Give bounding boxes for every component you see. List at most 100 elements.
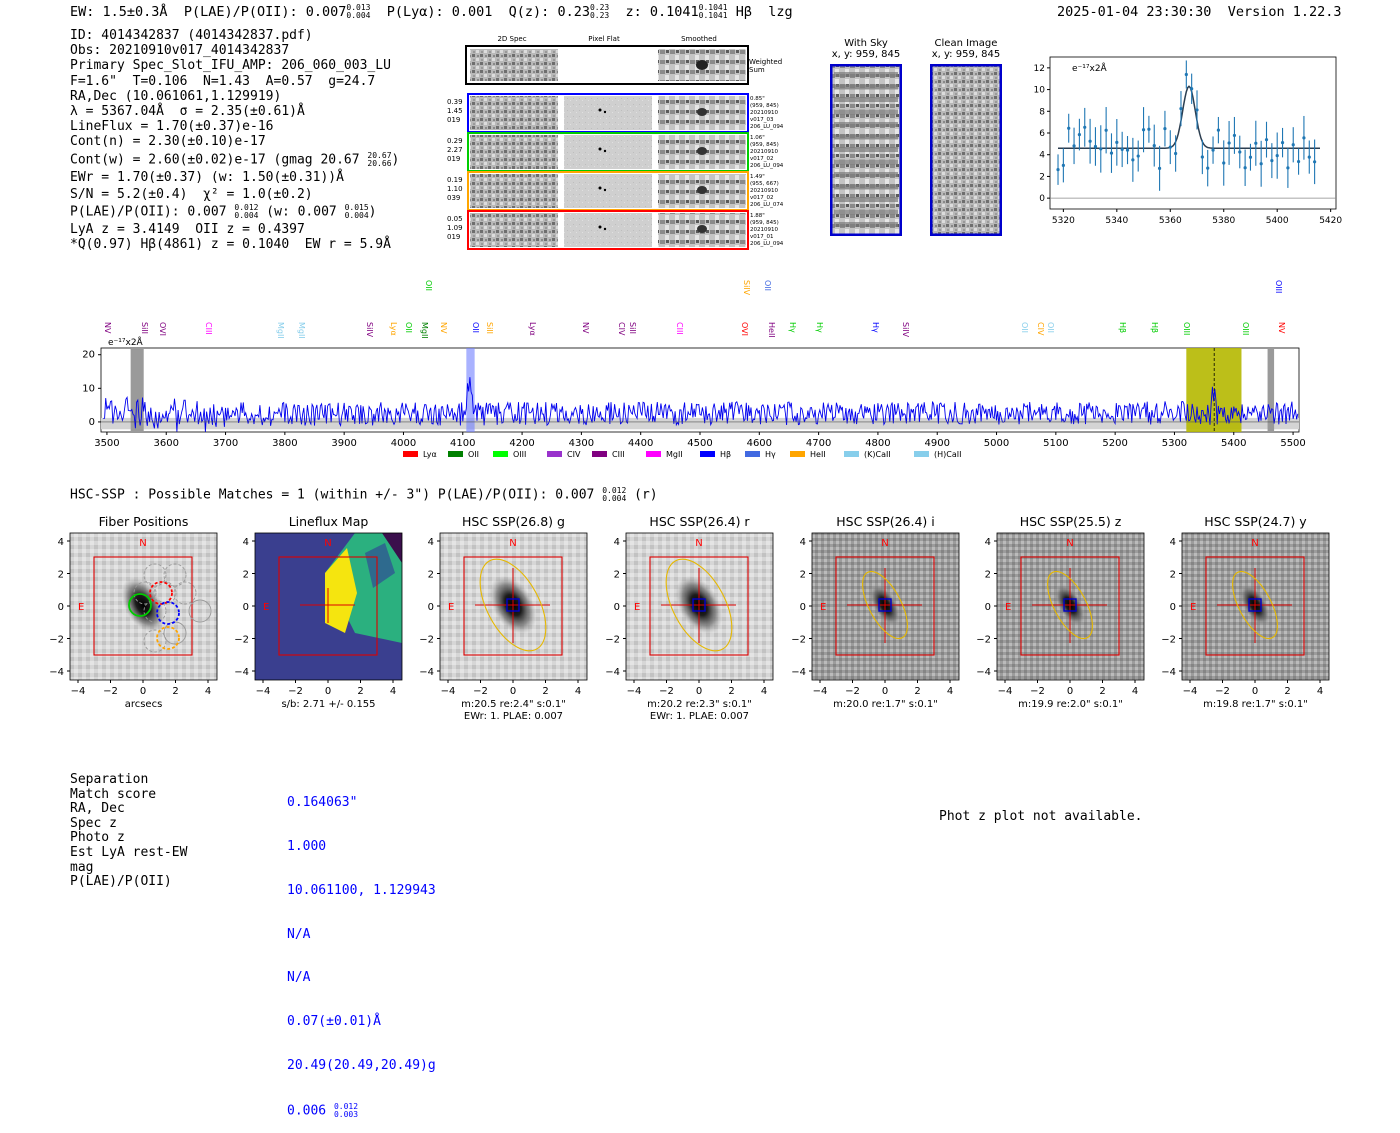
zoom-point bbox=[1099, 147, 1103, 151]
zoom-point bbox=[1109, 151, 1114, 155]
line-label: CIII bbox=[675, 322, 684, 335]
zoom-point bbox=[1152, 143, 1156, 148]
hsc-xtick: 4 bbox=[1317, 686, 1323, 697]
cutout-2d-spec bbox=[470, 213, 558, 247]
zoom-point bbox=[1067, 126, 1071, 130]
line-label-top: SiIV bbox=[742, 280, 751, 296]
legend-swatch bbox=[844, 451, 859, 457]
legend-swatch bbox=[493, 451, 508, 457]
ew-value: EW: 1.5±0.3 bbox=[70, 4, 160, 20]
cutout-col-title: Pixel Flat bbox=[588, 35, 620, 43]
sky-stripe bbox=[834, 209, 898, 215]
cutout-row-frame bbox=[467, 210, 749, 250]
line-highlight bbox=[466, 348, 475, 432]
cutout-right-label: 20210910 bbox=[750, 110, 778, 116]
cutout-right-label: v017_02 bbox=[750, 156, 774, 162]
hsc-xtick: 0 bbox=[696, 686, 702, 697]
hsc-ytick: 2 bbox=[58, 570, 64, 581]
zoom-point bbox=[1259, 162, 1263, 166]
legend-label: MgII bbox=[666, 450, 683, 459]
cutout-right-label: v017_03 bbox=[750, 117, 774, 123]
legend-label: Lyα bbox=[423, 450, 437, 459]
zoom-point bbox=[1302, 136, 1306, 140]
hsc-xtick: 2 bbox=[1284, 686, 1290, 697]
hsc-xtick: 4 bbox=[761, 686, 767, 697]
hsc-ytick: 0 bbox=[428, 602, 434, 613]
compass-n: N bbox=[509, 538, 516, 549]
legend-item: OII bbox=[448, 450, 479, 459]
aperture-box bbox=[835, 556, 935, 656]
lineflux-map-region bbox=[382, 533, 402, 563]
line-label: MgII bbox=[420, 322, 429, 339]
fiber-circle bbox=[163, 563, 187, 587]
compass-n: N bbox=[1251, 538, 1258, 549]
hsc-panel-title: HSC SSP(26.4) r bbox=[649, 514, 750, 529]
cutout-left-label: 039 bbox=[447, 194, 460, 202]
header-summary: EW: 1.5±0.3Å P(LAE)/P(OII): 0.007 0.013 0.… bbox=[70, 3, 793, 21]
legend-item: Hγ bbox=[745, 450, 776, 459]
smoothed-source bbox=[697, 108, 707, 116]
compass-e: E bbox=[263, 602, 269, 613]
sky-stripe bbox=[834, 134, 898, 140]
line-label: SiII bbox=[485, 322, 494, 334]
hsc-ytick: −2 bbox=[605, 635, 620, 646]
hsc-xtick: −4 bbox=[71, 686, 86, 697]
compass-n: N bbox=[695, 538, 702, 549]
line-label: NV bbox=[581, 322, 590, 334]
version: Version 1.22.3 bbox=[1227, 4, 1342, 20]
full-ytick: 0 bbox=[89, 417, 95, 428]
zoom-point bbox=[1104, 128, 1108, 132]
hsc-ytick: 2 bbox=[614, 570, 620, 581]
zoom-ytick: 12 bbox=[1034, 64, 1045, 74]
cutout-pixel-flat bbox=[564, 135, 652, 169]
info-lambda: λ = 5367.04Å σ = 2.35(±0.61)Å bbox=[70, 104, 305, 120]
zoom-point bbox=[1163, 127, 1167, 131]
zoom-point bbox=[1222, 161, 1226, 165]
hsc-caption: m:20.2 re:2.3" s:0.1" bbox=[647, 699, 752, 710]
hsc-ytick: 4 bbox=[985, 537, 991, 548]
fiber-box bbox=[878, 598, 892, 612]
hsc-ytick: −4 bbox=[50, 667, 64, 678]
full-xtick: 4800 bbox=[865, 438, 890, 449]
full-xtick: 4400 bbox=[628, 438, 653, 449]
info-lineflux: LineFlux = 1.70(±0.37)e-16 bbox=[70, 119, 274, 135]
fiber-circle bbox=[143, 563, 167, 587]
compass-e: E bbox=[820, 602, 826, 613]
hsc-xtick: −4 bbox=[1183, 686, 1198, 697]
legend-swatch bbox=[547, 451, 562, 457]
hsc-xtick: 2 bbox=[357, 686, 363, 697]
fit-ellipse bbox=[1047, 570, 1093, 640]
hsc-xtick: −2 bbox=[845, 686, 860, 697]
zoom-point bbox=[1088, 139, 1092, 143]
fiber-circle bbox=[188, 599, 212, 623]
cutout-left-label: 0.39 bbox=[447, 98, 463, 106]
cutout-left-label: 0.05 bbox=[447, 215, 463, 223]
zoom-point bbox=[1147, 127, 1151, 131]
zoom-ytick: 8 bbox=[1039, 107, 1045, 117]
hsc-ytick: 4 bbox=[243, 537, 249, 548]
hsc-xtick: 2 bbox=[914, 686, 920, 697]
cutout-pixel-flat bbox=[564, 96, 652, 130]
legend-item: (H)CaII bbox=[914, 450, 961, 459]
line-label: OII bbox=[1020, 322, 1029, 333]
flat-mark bbox=[603, 149, 607, 153]
line-label: MgII bbox=[276, 322, 285, 339]
zoom-xtick: 5400 bbox=[1266, 216, 1289, 226]
hsc-caption: m:20.5 re:2.4" s:0.1" bbox=[461, 699, 566, 710]
line-label: NV bbox=[1277, 322, 1286, 334]
full-xtick: 3900 bbox=[331, 438, 356, 449]
sky-stripe bbox=[834, 197, 898, 202]
line-label-top: OII bbox=[424, 280, 433, 291]
line-id: Hβ bbox=[735, 4, 752, 20]
line-label: SiII bbox=[140, 322, 149, 334]
full-xtick: 4100 bbox=[450, 438, 475, 449]
info-block: ID: 4014342837 (4014342837.pdf) Obs: 202… bbox=[70, 28, 399, 252]
hsc-ytick: 4 bbox=[428, 537, 434, 548]
full-xtick: 4300 bbox=[569, 438, 594, 449]
hsc-xtick: 2 bbox=[542, 686, 548, 697]
line-label: CIII bbox=[204, 322, 213, 335]
cutout-left-label: 019 bbox=[447, 116, 460, 124]
info-contw: Cont(w) = 2.60(±0.02)e-17 (gmag 20.67 20… bbox=[70, 150, 400, 168]
hsc-xtick: −2 bbox=[1030, 686, 1045, 697]
legend-label: (K)CaII bbox=[864, 450, 891, 459]
